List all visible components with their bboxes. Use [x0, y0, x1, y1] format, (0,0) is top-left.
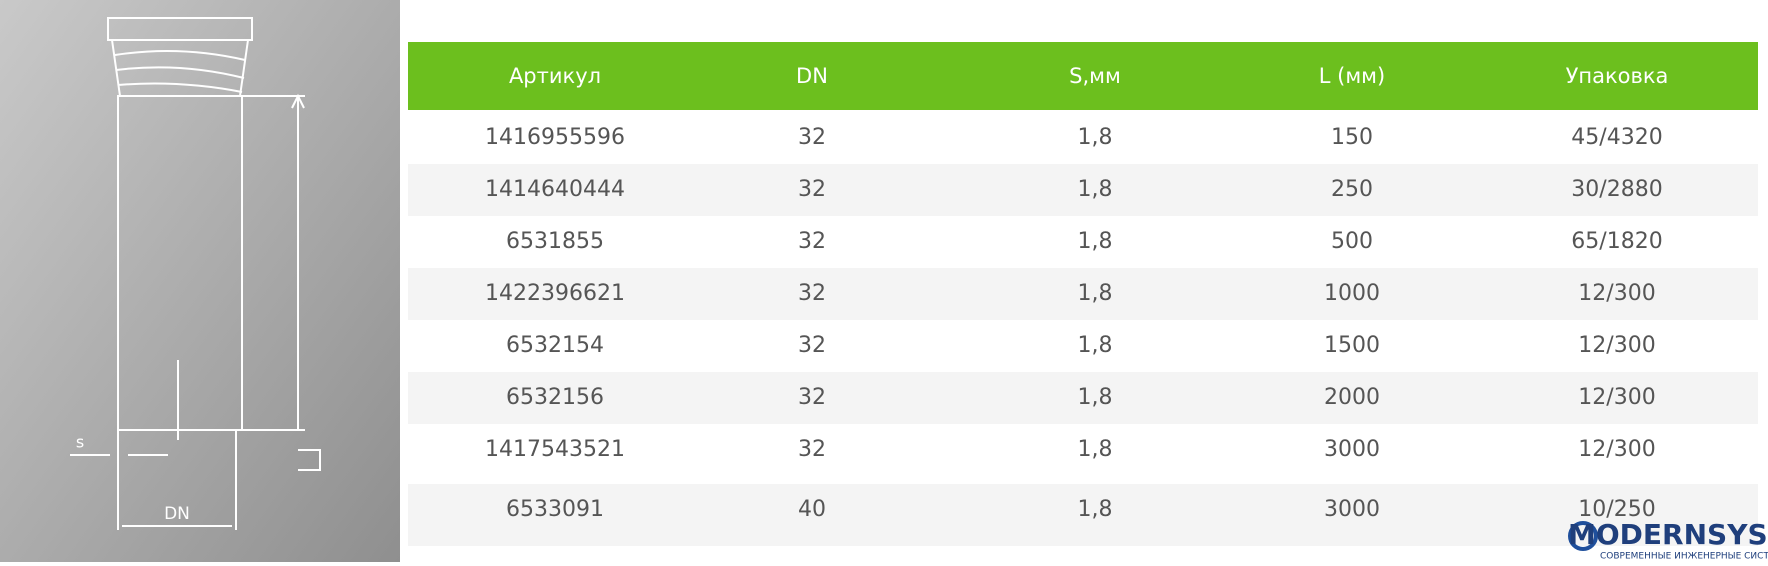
drawing-panel — [0, 0, 400, 562]
table-cell: 10/250 — [1578, 497, 1655, 522]
table-cell: 1,8 — [1078, 229, 1113, 254]
table-cell: 1,8 — [1078, 333, 1113, 358]
table-cell: 1414640444 — [485, 177, 625, 202]
header-cell: Артикул — [509, 64, 601, 88]
logo-icon — [1568, 521, 1598, 551]
table-cell: 32 — [798, 385, 826, 410]
table-cell: 32 — [798, 437, 826, 462]
table-cell: 1,8 — [1078, 281, 1113, 306]
table-cell: 12/300 — [1578, 333, 1655, 358]
dn-label: DN — [164, 504, 190, 524]
table-cell: 30/2880 — [1571, 177, 1662, 202]
table-cell: 1,8 — [1078, 125, 1113, 150]
table-cell: 6532154 — [506, 333, 604, 358]
table-cell: 6532156 — [506, 385, 604, 410]
row-stripe — [408, 268, 1758, 320]
header-cell: L (мм) — [1319, 64, 1385, 88]
table-cell: 1000 — [1324, 281, 1380, 306]
table-cell: 65/1820 — [1571, 229, 1662, 254]
table-cell: 250 — [1331, 177, 1373, 202]
pipe-drawing — [70, 17, 321, 530]
table: Артикул DN S,мм L (мм) Упаковка 1416955596 32 1… — [408, 64, 1758, 546]
table-cell: 1500 — [1324, 333, 1380, 358]
s-label: s — [76, 433, 84, 452]
table-cell: 32 — [798, 125, 826, 150]
table-cell: 6533091 — [506, 497, 604, 522]
table-cell: 3000 — [1324, 437, 1380, 462]
row-stripe — [408, 164, 1758, 216]
table-cell: 150 — [1331, 125, 1373, 150]
table-cell: 32 — [798, 177, 826, 202]
logo: MODERNSYS СОВРЕМЕННЫЕ ИНЖЕНЕРНЫЕ СИСТЕМЫ — [1568, 518, 1768, 562]
table-cell: 12/300 — [1578, 385, 1655, 410]
table-cell: 2000 — [1324, 385, 1380, 410]
table-cell: 12/300 — [1578, 281, 1655, 306]
table-cell: 1,8 — [1078, 177, 1113, 202]
header-cell: Упаковка — [1566, 64, 1669, 88]
table-cell: 1422396621 — [485, 281, 625, 306]
header-cell: S,мм — [1069, 64, 1121, 88]
table-cell: 32 — [798, 281, 826, 306]
table-cell: 45/4320 — [1571, 125, 1662, 150]
table-cell: 1416955596 — [485, 125, 625, 150]
logo-tagline: СОВРЕМЕННЫЕ ИНЖЕНЕРНЫЕ СИСТЕМЫ — [1600, 552, 1768, 562]
table-cell: 500 — [1331, 229, 1373, 254]
table-cell: 1,8 — [1078, 437, 1113, 462]
table-header — [408, 42, 1758, 110]
table-cell: 32 — [798, 229, 826, 254]
table-cell: 40 — [798, 497, 826, 522]
table-cell: 12/300 — [1578, 437, 1655, 462]
table-cell: 32 — [798, 333, 826, 358]
table-cell: 6531855 — [506, 229, 604, 254]
table-cell: 1,8 — [1078, 385, 1113, 410]
row-stripe — [408, 484, 1758, 546]
table-cell: 1417543521 — [485, 437, 625, 462]
logo-name: MODERNSYS — [1568, 518, 1768, 551]
table-cell: 3000 — [1324, 497, 1380, 522]
header-cell: DN — [796, 64, 828, 88]
row-stripe — [408, 372, 1758, 424]
table-cell: 1,8 — [1078, 497, 1113, 522]
